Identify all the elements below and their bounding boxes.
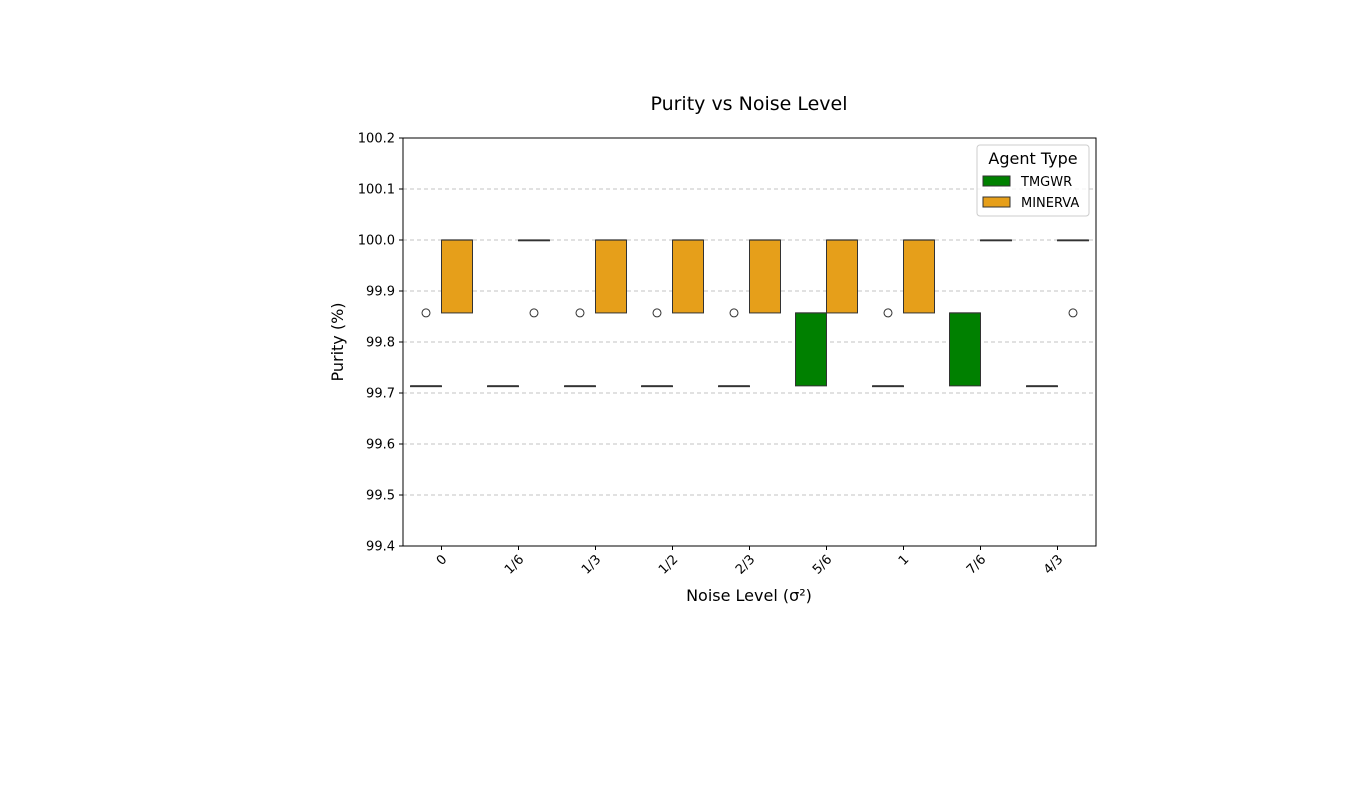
outlier-point [883, 308, 893, 318]
box-body [826, 239, 858, 314]
y-tick-label: 99.9 [366, 285, 395, 300]
outlier-point [1068, 308, 1078, 318]
legend-swatch-tmgwr [982, 175, 1011, 187]
box-minerva-8 [1057, 239, 1089, 318]
y-tick-label: 100.0 [358, 234, 395, 249]
box-body [672, 239, 704, 314]
box-tmgwr-0 [410, 308, 442, 388]
y-tick-label: 99.8 [366, 336, 395, 351]
x-axis-label: Noise Level (σ²) [686, 586, 812, 605]
legend-swatch-minerva [982, 196, 1011, 208]
y-tick-label: 100.2 [358, 132, 395, 147]
box-body [595, 239, 627, 314]
box-body [795, 312, 827, 387]
box-tmgwr-8 [1026, 385, 1058, 388]
y-tick-label: 99.6 [366, 438, 395, 453]
legend-label-tmgwr: TMGWR [1020, 175, 1072, 190]
box-minerva-2 [595, 239, 627, 314]
y-axis: 99.4 99.5 99.6 99.7 99.8 99.9 100.0 100.1 100.2 [358, 132, 403, 555]
box-tmgwr-3 [641, 308, 673, 388]
y-axis-label: Purity (%) [328, 302, 347, 381]
outlier-point [729, 308, 739, 318]
legend: Agent Type TMGWR MINERVA [976, 144, 1090, 217]
legend-label-minerva: MINERVA [1021, 196, 1079, 211]
box-tmgwr-7 [949, 312, 981, 387]
outlier-point [575, 308, 585, 318]
y-tick-label: 100.1 [358, 183, 395, 198]
box-minerva-1 [518, 239, 550, 318]
y-tick-label: 99.7 [366, 387, 395, 402]
outlier-point [529, 308, 539, 318]
legend-title: Agent Type [988, 149, 1077, 168]
box-tmgwr-1 [487, 385, 519, 388]
outlier-point [421, 308, 431, 318]
plot-area [410, 239, 1089, 388]
box-tmgwr-4 [718, 308, 750, 388]
box-body [749, 239, 781, 314]
box-tmgwr-2 [564, 308, 596, 388]
box-body [441, 239, 473, 314]
outlier-point [652, 308, 662, 318]
box-minerva-3 [672, 239, 704, 314]
box-tmgwr-5 [795, 312, 827, 387]
box-minerva-6 [903, 239, 935, 314]
y-tick-label: 99.5 [366, 489, 395, 504]
box-body [903, 239, 935, 314]
box-minerva-4 [749, 239, 781, 314]
box-minerva-7 [980, 239, 1012, 242]
box-minerva-0 [441, 239, 473, 314]
y-tick-label: 99.4 [366, 540, 395, 555]
box-body [949, 312, 981, 387]
chart-title: Purity vs Noise Level [650, 93, 847, 115]
box-minerva-5 [826, 239, 858, 314]
box-tmgwr-6 [872, 308, 904, 388]
